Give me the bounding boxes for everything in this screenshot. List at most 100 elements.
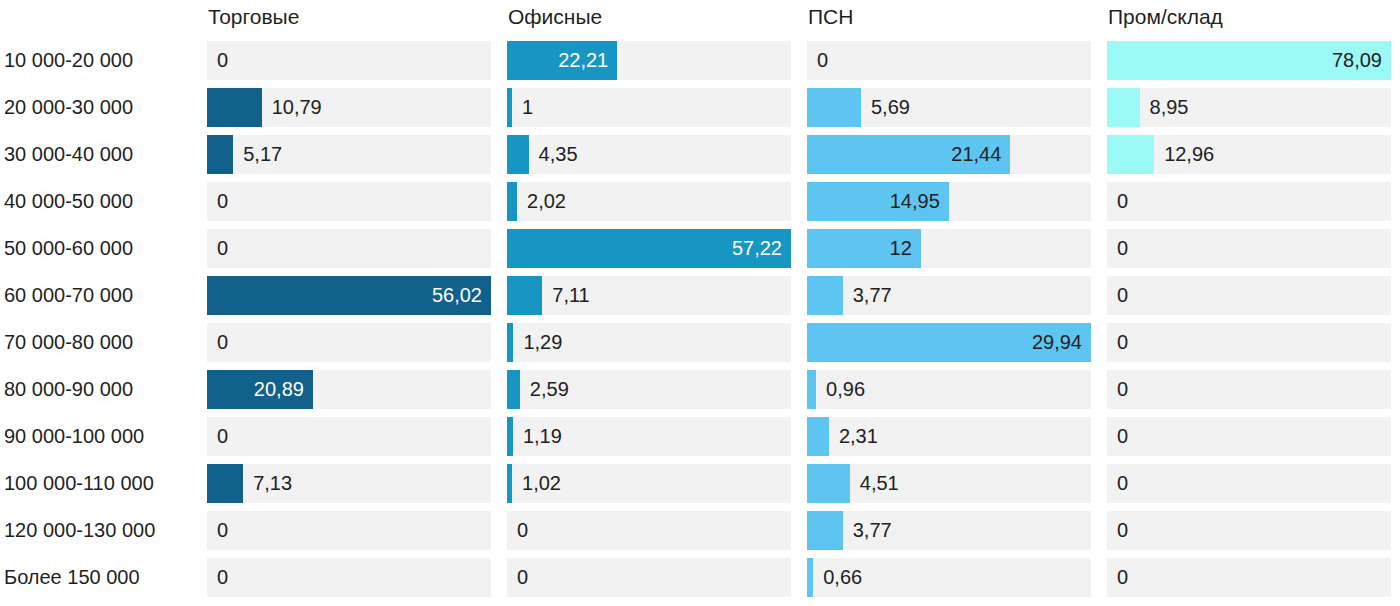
bar	[807, 370, 816, 409]
category-label: 70 000-80 000	[4, 323, 191, 362]
value-label: 8,95	[1150, 88, 1189, 127]
category-label: 90 000-100 000	[4, 417, 191, 456]
bar-track: 0	[807, 41, 1091, 80]
bar-track: 7,11	[507, 276, 791, 315]
category-label: 100 000-110 000	[4, 464, 191, 503]
bar	[207, 464, 243, 503]
value-label: 12,96	[1164, 135, 1214, 174]
category-label: 120 000-130 000	[4, 511, 191, 550]
series-header-1: Торговые	[207, 4, 491, 33]
bar-track: 1	[507, 88, 791, 127]
bar	[207, 135, 233, 174]
bar-track: 0	[1107, 417, 1391, 456]
bar	[807, 276, 843, 315]
value-label: 0	[1117, 511, 1128, 550]
series-header-4: Пром/склад	[1107, 4, 1391, 33]
series-header-2: Офисные	[507, 4, 791, 33]
bar-track: 3,77	[807, 511, 1091, 550]
bar-track: 0	[507, 511, 791, 550]
value-label: 1,02	[522, 464, 561, 503]
bar	[807, 88, 861, 127]
bar-track: 0	[207, 182, 491, 221]
category-label: 20 000-30 000	[4, 88, 191, 127]
value-label: 7,11	[552, 276, 589, 315]
bar-track: 22,21	[507, 41, 791, 80]
value-label: 3,77	[853, 511, 892, 550]
bar-track: 5,17	[207, 135, 491, 174]
bar-track: 0	[207, 323, 491, 362]
value-label: 0	[817, 41, 828, 80]
bar-track: 4,35	[507, 135, 791, 174]
bar-track: 5,69	[807, 88, 1091, 127]
value-label: 12	[807, 229, 921, 268]
bar	[1107, 88, 1140, 127]
value-label: 57,22	[507, 229, 791, 268]
bar-track: 2,02	[507, 182, 791, 221]
category-label: 40 000-50 000	[4, 182, 191, 221]
bar-track: 0	[1107, 276, 1391, 315]
category-label: 80 000-90 000	[4, 370, 191, 409]
bar-track: 2,31	[807, 417, 1091, 456]
value-label: 2,31	[839, 417, 878, 456]
bar	[1107, 135, 1154, 174]
bar	[807, 511, 843, 550]
bar-track: 12,96	[1107, 135, 1391, 174]
category-label: 10 000-20 000	[4, 41, 191, 80]
bar-track: 0	[1107, 558, 1391, 597]
value-label: 7,13	[253, 464, 292, 503]
bar-track: 0	[207, 417, 491, 456]
bar	[807, 417, 829, 456]
bar-track: 29,94	[807, 323, 1091, 362]
value-label: 10,79	[272, 88, 322, 127]
bar-track: 0	[207, 229, 491, 268]
bar-track: 57,22	[507, 229, 791, 268]
bar-track: 0,96	[807, 370, 1091, 409]
bar	[507, 276, 542, 315]
value-label: 1,19	[523, 417, 562, 456]
value-label: 0	[1117, 464, 1128, 503]
bar	[507, 464, 512, 503]
chart-corner-spacer	[4, 4, 191, 33]
bar-track: 21,44	[807, 135, 1091, 174]
bar-track: 3,77	[807, 276, 1091, 315]
bar	[507, 417, 513, 456]
value-label: 0,96	[826, 370, 865, 409]
bar-track: 1,19	[507, 417, 791, 456]
value-label: 78,09	[1107, 41, 1391, 80]
grouped-horizontal-bar-chart: Торговые Офисные ПСН Пром/склад 10 000-20 00…	[0, 0, 1400, 597]
value-label: 22,21	[507, 41, 617, 80]
value-label: 5,17	[243, 135, 282, 174]
bar	[507, 370, 520, 409]
value-label: 1,29	[523, 323, 562, 362]
bar-track: 0	[1107, 370, 1391, 409]
value-label: 5,69	[871, 88, 910, 127]
value-label: 0	[1117, 417, 1128, 456]
bar-track: 4,51	[807, 464, 1091, 503]
bar-track: 0	[207, 41, 491, 80]
bar-track: 0	[1107, 182, 1391, 221]
value-label: 0	[217, 558, 228, 597]
value-label: 0	[517, 558, 528, 597]
bar-track: 0	[507, 558, 791, 597]
value-label: 0	[1117, 370, 1128, 409]
value-label: 20,89	[207, 370, 313, 409]
bar-track: 0	[1107, 464, 1391, 503]
bar-track: 78,09	[1107, 41, 1391, 80]
bar-track: 7,13	[207, 464, 491, 503]
value-label: 0	[517, 511, 528, 550]
bar-track: 0	[1107, 511, 1391, 550]
value-label: 0	[217, 323, 228, 362]
value-label: 4,35	[539, 135, 578, 174]
series-header-3: ПСН	[807, 4, 1091, 33]
category-label: Более 150 000	[4, 558, 191, 597]
bar-track: 1,29	[507, 323, 791, 362]
value-label: 1	[522, 88, 533, 127]
value-label: 0	[217, 41, 228, 80]
bar-track: 10,79	[207, 88, 491, 127]
bar-track: 14,95	[807, 182, 1091, 221]
bar	[507, 88, 512, 127]
value-label: 0	[1117, 182, 1128, 221]
bar	[507, 182, 517, 221]
value-label: 21,44	[807, 135, 1010, 174]
bar	[507, 135, 529, 174]
